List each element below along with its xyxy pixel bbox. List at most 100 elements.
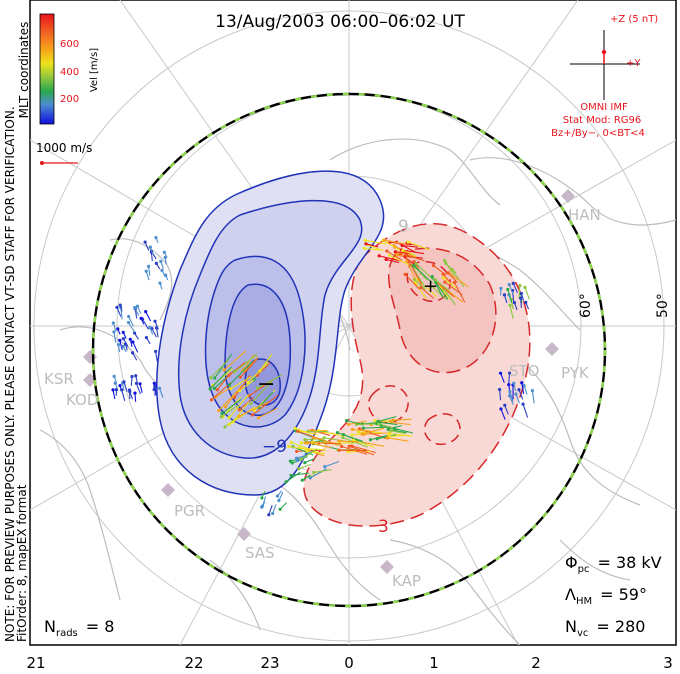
velocity-vector <box>132 341 139 353</box>
velocity-vector <box>299 447 327 451</box>
velocity-vector <box>159 387 164 398</box>
velocity-vector <box>420 287 435 299</box>
velocity-vector-origin <box>392 426 397 431</box>
velocity-vector-origin <box>388 429 393 433</box>
velocity-vector-origin <box>362 246 366 250</box>
velocity-vector-origin <box>507 282 511 287</box>
velocity-vector <box>500 372 505 383</box>
velocity-vector <box>308 442 332 448</box>
velocity-vector <box>366 244 382 251</box>
velocity-vector-origin <box>346 450 350 454</box>
imf-clock: +Z (5 nT) +Y OMNI IMF Stat Mod: RG96 Bz+… <box>551 14 658 139</box>
velocity-vector <box>247 362 269 383</box>
velocity-vector-origin <box>222 368 226 372</box>
velocity-vector <box>128 316 134 327</box>
velocity-vector-origin <box>130 351 135 355</box>
velocity-vector-origin <box>503 403 507 407</box>
velocity-vector <box>214 387 231 398</box>
velocity-vector-origin <box>433 278 437 282</box>
velocity-vector-origin <box>209 398 214 402</box>
velocity-vector <box>238 397 254 411</box>
velocity-vector-origin <box>128 390 132 394</box>
velocity-vector-origin <box>346 422 351 427</box>
velocity-vector <box>301 448 318 460</box>
velocity-vector-origin <box>337 448 341 452</box>
velocity-vector-origin <box>275 494 280 498</box>
velocity-vector-origin <box>296 429 300 433</box>
velocity-vector-origin <box>296 458 300 462</box>
velocity-vector-origin <box>255 386 260 390</box>
velocity-vector <box>379 421 398 426</box>
velocity-vector-origin <box>323 465 327 469</box>
velocity-vector-origin <box>407 260 411 264</box>
velocity-vector-origin <box>377 254 381 258</box>
velocity-vector-origin <box>154 236 158 240</box>
velocity-vector-origin <box>406 240 410 244</box>
velocity-vector-origin <box>113 381 117 385</box>
velocity-vector <box>252 394 279 416</box>
velocity-vector <box>214 353 233 379</box>
velocity-vector-origin <box>393 250 398 254</box>
velocity-vector-origin <box>157 386 162 390</box>
velocity-vector-origin <box>360 432 364 436</box>
velocity-vector <box>291 441 321 454</box>
velocity-vector <box>128 322 136 333</box>
velocity-vector-origin <box>498 387 502 392</box>
velocity-vector-origin <box>284 480 288 484</box>
velocity-vector-origin <box>350 427 355 432</box>
velocity-vector <box>404 274 420 290</box>
velocity-vector-origin <box>337 439 341 443</box>
mlt-label-21: 21 <box>26 654 45 672</box>
velocity-vector <box>313 469 332 473</box>
velocity-vector <box>393 418 412 421</box>
velocity-vector <box>443 277 457 289</box>
velocity-vector-origin <box>498 371 503 375</box>
velocity-vector-origin <box>300 478 304 482</box>
mlt-label-1: 1 <box>429 654 439 672</box>
velocity-vector-origin <box>347 444 351 448</box>
velocity-vector <box>230 375 253 390</box>
velocity-vector-origin <box>219 415 223 419</box>
velocity-vector <box>256 362 271 376</box>
velocity-vector-origin <box>444 261 448 265</box>
imf-z-label: +Z (5 nT) <box>610 14 658 25</box>
mlt-label-2: 2 <box>531 654 541 672</box>
velocity-colorbar: 600 400 200 Vel [m/s] <box>39 13 100 125</box>
velocity-vector-origin <box>153 319 157 323</box>
velocity-vector-origin <box>111 321 115 325</box>
imf-y-label: +Y <box>626 58 641 69</box>
velocity-vectors <box>111 236 535 517</box>
velocity-vector-origin <box>322 436 326 440</box>
velocity-vector <box>341 446 368 455</box>
velocity-vector-origin <box>144 336 148 340</box>
velocity-vector-origin <box>159 259 163 263</box>
velocity-vector <box>258 408 277 419</box>
velocity-vector-origin <box>405 253 409 257</box>
colorbar-tick-400: 400 <box>60 67 79 78</box>
radar-label-pyk: PYK <box>561 364 590 382</box>
velocity-vector <box>119 340 123 351</box>
velocity-vector <box>210 359 229 379</box>
velocity-vector <box>443 288 456 306</box>
velocity-vector-origin <box>208 387 212 391</box>
velocity-vector-origin <box>446 271 450 275</box>
velocity-vector <box>145 311 151 322</box>
velocity-vector-origin <box>354 422 359 427</box>
velocity-vector-origin <box>385 249 389 253</box>
velocity-vector-origin <box>443 280 447 284</box>
velocity-vector <box>296 449 326 452</box>
stat-n-vc: Nvc = 280 <box>565 617 645 639</box>
radar-label-sas: SAS <box>245 544 275 562</box>
velocity-vector <box>346 420 362 425</box>
velocity-vector <box>155 351 158 362</box>
velocity-vector <box>244 356 259 372</box>
velocity-vector <box>434 279 450 292</box>
velocity-vector <box>390 421 411 426</box>
velocity-vector-origin <box>256 416 260 420</box>
velocity-vector-origin <box>499 407 503 411</box>
velocity-vector <box>401 249 425 255</box>
velocity-vector-origin <box>154 261 158 265</box>
velocity-vector-origin <box>335 431 339 435</box>
velocity-vector-origin <box>131 340 135 344</box>
